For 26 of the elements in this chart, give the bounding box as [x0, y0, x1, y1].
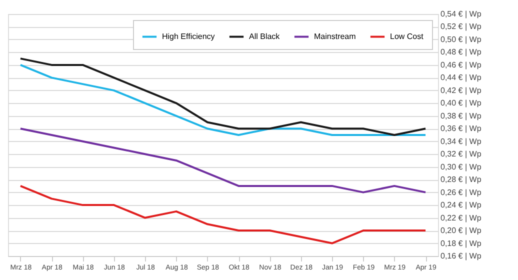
y-tick-label: 0,44 € | Wp [440, 73, 482, 82]
y-tick-label: 0,20 € | Wp [440, 226, 482, 236]
line-series [19, 184, 427, 244]
y-tick-label: 0,26 € | Wp [440, 188, 482, 197]
y-tick-label: 0,16 € | Wp [440, 252, 482, 260]
y-tick-label: 0,22 € | Wp [440, 213, 482, 222]
y-tick-label: 0,30 € | Wp [440, 162, 482, 172]
y-tick-label: 0,42 € | Wp [440, 86, 482, 95]
y-tick-label: 0,48 € | Wp [440, 48, 482, 57]
legend-label: Mainstream [314, 32, 356, 41]
y-tick-label: 0,24 € | Wp [440, 200, 482, 210]
line-series [19, 128, 427, 194]
legend-label: Low Cost [390, 32, 424, 41]
y-tick-label: 0,38 € | Wp [440, 111, 482, 120]
legend-label: High Efficiency [162, 32, 215, 41]
y-tick-label: 0,46 € | Wp [440, 60, 482, 70]
y-tick-label: 0,18 € | Wp [440, 238, 482, 248]
y-tick-label: 0,52 € | Wp [440, 22, 482, 32]
legend-label: All Black [249, 32, 281, 41]
y-tick-label: 0,40 € | Wp [440, 98, 482, 108]
y-tick-label: 0,32 € | Wp [440, 150, 482, 159]
y-tick-label: 0,36 € | Wp [440, 124, 482, 134]
y-tick-label: 0,28 € | Wp [440, 175, 482, 184]
y-tick-label: 0,50 € | Wp [440, 34, 482, 44]
y-tick-label: 0,54 € | Wp [440, 10, 482, 18]
y-tick-label: 0,34 € | Wp [440, 136, 482, 146]
